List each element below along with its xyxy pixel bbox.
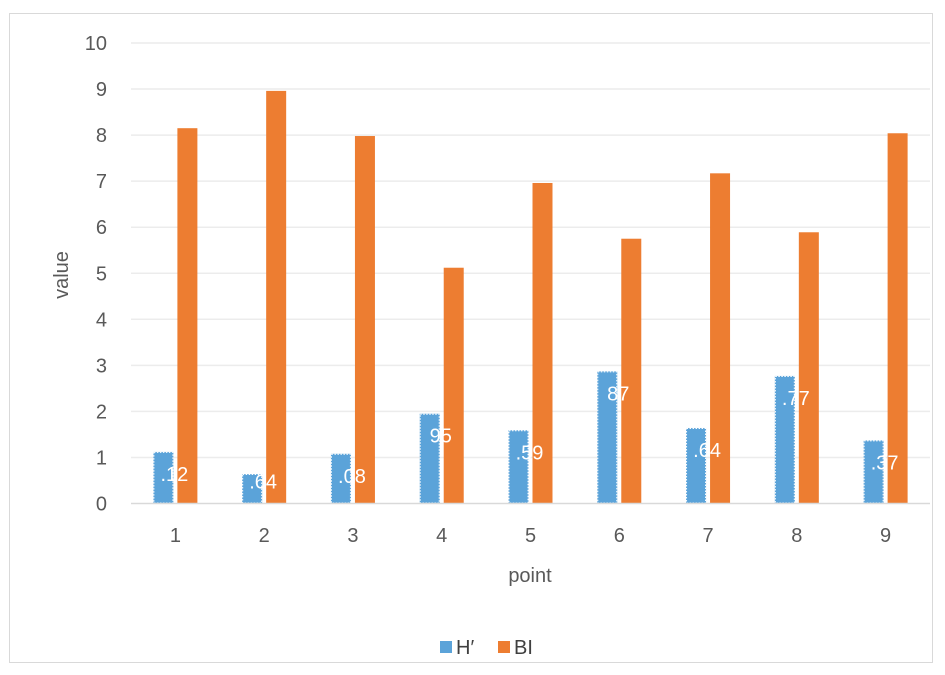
y-axis-title: value (51, 251, 73, 299)
y-tick-label: 2 (96, 401, 107, 423)
x-axis-ticks: 1 2 3 4 5 6 7 8 9 (170, 525, 891, 547)
data-label-h-prime: .64 (249, 472, 277, 494)
x-tick-label: 9 (880, 525, 891, 547)
bar-h-prime-point-2 (242, 474, 263, 504)
legend-swatch-bi (498, 641, 510, 653)
y-tick-label: 10 (85, 33, 107, 55)
x-axis-title: point (508, 565, 552, 587)
x-tick-label: 1 (170, 525, 181, 547)
bar-outline-h-prime-point-5 (508, 430, 529, 504)
y-axis-ticks: 0 1 2 3 4 5 6 7 8 9 10 (85, 33, 107, 516)
data-label-h-prime: .64 (693, 440, 721, 462)
bar-h-prime-point-8 (774, 375, 795, 504)
bar-h-prime-point-5 (508, 430, 529, 504)
x-tick-label: 5 (525, 525, 536, 547)
y-tick-label: 0 (96, 494, 107, 516)
bar-bi-point-4 (443, 267, 464, 504)
legend-label-h-prime: H′ (456, 637, 474, 659)
bar-h-prime-point-3 (330, 453, 351, 504)
bar-h-prime-point-1 (153, 451, 174, 504)
data-label-h-prime: 95 (430, 426, 452, 448)
bar-bi-point-2 (266, 90, 287, 504)
bar-outline-h-prime-point-2 (242, 474, 263, 504)
y-tick-label: 5 (96, 263, 107, 285)
bar-bi-point-3 (354, 136, 375, 504)
x-tick-label: 3 (347, 525, 358, 547)
bar-h-prime-point-9 (863, 440, 884, 504)
legend-label-bi: BI (514, 637, 533, 659)
bar-h-prime-point-6 (597, 371, 618, 504)
y-tick-label: 8 (96, 125, 107, 147)
bar-bi-point-9 (887, 133, 908, 504)
bar-outline-h-prime-point-8 (774, 375, 795, 504)
data-label-h-prime: .77 (782, 388, 810, 410)
data-label-h-prime: .37 (871, 452, 899, 474)
bar-bi-point-5 (532, 182, 553, 504)
legend-swatch-h-prime (440, 641, 452, 653)
gridlines (131, 42, 930, 459)
x-tick-label: 2 (259, 525, 270, 547)
data-label-h-prime: .12 (160, 464, 188, 486)
bar-bi-point-6 (621, 238, 642, 504)
bar-h-prime-point-7 (686, 427, 707, 504)
bar-bi-point-8 (798, 232, 819, 504)
y-tick-label: 4 (96, 309, 107, 331)
data-label-h-prime: .08 (338, 466, 366, 488)
x-tick-label: 8 (791, 525, 802, 547)
bar-h-prime-point-4 (419, 413, 440, 504)
y-tick-label: 1 (96, 447, 107, 469)
x-tick-label: 6 (614, 525, 625, 547)
y-tick-label: 7 (96, 171, 107, 193)
data-labels: .12 .64 .08 95 .59 87 .64 .77 .37 (160, 383, 898, 493)
y-tick-label: 9 (96, 79, 107, 101)
x-tick-label: 4 (436, 525, 447, 547)
bar-bi-point-7 (710, 173, 731, 504)
y-tick-label: 3 (96, 355, 107, 377)
y-tick-label: 6 (96, 217, 107, 239)
data-label-h-prime: 87 (607, 383, 629, 405)
bar-outline-h-prime-point-3 (330, 453, 351, 504)
data-label-h-prime: .59 (516, 442, 544, 464)
x-tick-label: 7 (702, 525, 713, 547)
bars (153, 90, 908, 504)
bar-bi-point-1 (177, 128, 198, 504)
chart-frame (9, 13, 933, 663)
legend: H′ BI (440, 637, 533, 659)
